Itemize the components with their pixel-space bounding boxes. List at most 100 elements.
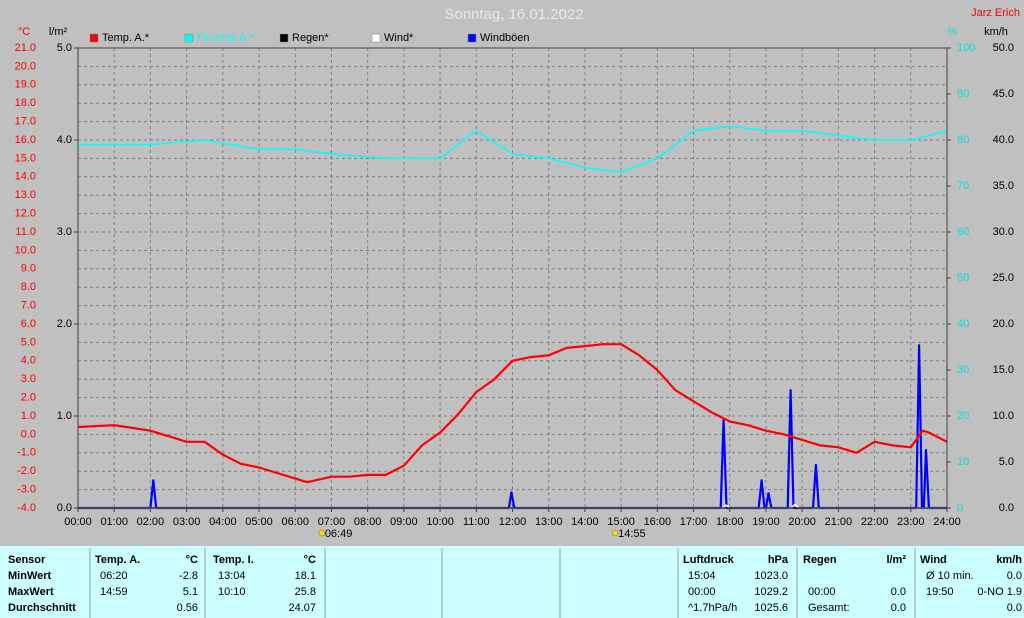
y4-tick-label: 10.0 bbox=[993, 410, 1014, 422]
y-tick-label: 20.0 bbox=[15, 60, 36, 72]
chart-title: Sonntag, 16.01.2022 bbox=[444, 6, 583, 23]
y3-tick-label: 50 bbox=[957, 272, 969, 284]
y-tick-label: 1.0 bbox=[21, 410, 36, 422]
y3-tick-label: 10 bbox=[957, 456, 969, 468]
table-header: Wind bbox=[920, 554, 947, 566]
table-cell: 0.0 bbox=[891, 602, 906, 614]
y-tick-label: 16.0 bbox=[15, 134, 36, 146]
y-tick-label: -3.0 bbox=[17, 484, 36, 496]
sun-icon bbox=[318, 529, 326, 537]
y2-tick-label: 0.0 bbox=[57, 502, 72, 514]
y4-tick-label: 50.0 bbox=[993, 42, 1014, 54]
legend-label: Regen* bbox=[292, 32, 329, 44]
table-cell: 0.0 bbox=[1007, 602, 1022, 614]
table-header: °C bbox=[304, 554, 316, 566]
legend-swatch bbox=[184, 33, 194, 43]
y2-tick-label: 2.0 bbox=[57, 318, 72, 330]
x-tick-label: 17:00 bbox=[680, 516, 708, 528]
legend-swatch bbox=[279, 33, 289, 43]
table-cell: 06:20 bbox=[100, 570, 128, 582]
plot-frame bbox=[77, 47, 948, 509]
table-header: hPa bbox=[768, 554, 789, 566]
table-cell: 15:04 bbox=[688, 570, 716, 582]
x-tick-label: 13:00 bbox=[535, 516, 563, 528]
y2-axis-label: l/m² bbox=[49, 26, 68, 38]
x-tick-label: 03:00 bbox=[173, 516, 201, 528]
table-cell: 19:50 bbox=[926, 586, 954, 598]
y-tick-label: -1.0 bbox=[17, 447, 36, 459]
y3-tick-label: 0 bbox=[957, 502, 963, 514]
y3-tick-label: 40 bbox=[957, 318, 969, 330]
table-cell: -2.8 bbox=[179, 570, 198, 582]
table-cell: 13:04 bbox=[218, 570, 246, 582]
annotation: 06:49 bbox=[325, 528, 353, 540]
y-tick-label: 7.0 bbox=[21, 300, 36, 312]
table-cell: 0-NO 1.9 bbox=[977, 586, 1022, 598]
y-tick-label: -2.0 bbox=[17, 465, 36, 477]
y-tick-label: 14.0 bbox=[15, 171, 36, 183]
table-cell: ^1.7hPa/h bbox=[688, 602, 737, 614]
y4-tick-label: 35.0 bbox=[993, 180, 1014, 192]
series-line bbox=[78, 344, 947, 510]
y4-tick-label: 40.0 bbox=[993, 134, 1014, 146]
table-cell: 18.1 bbox=[295, 570, 316, 582]
series-line bbox=[78, 125, 948, 173]
x-tick-label: 19:00 bbox=[752, 516, 780, 528]
table-cell: 0.0 bbox=[891, 586, 906, 598]
x-tick-label: 12:00 bbox=[499, 516, 527, 528]
legend-label: Feuchte A.* bbox=[197, 32, 255, 44]
table-cell: 24.07 bbox=[288, 602, 316, 614]
y4-tick-label: 25.0 bbox=[993, 272, 1014, 284]
x-tick-label: 09:00 bbox=[390, 516, 418, 528]
y-tick-label: 3.0 bbox=[21, 373, 36, 385]
y3-tick-label: 70 bbox=[957, 180, 969, 192]
table-header: °C bbox=[186, 554, 198, 566]
x-tick-label: 06:00 bbox=[281, 516, 309, 528]
x-tick-label: 24:00 bbox=[933, 516, 961, 528]
y-tick-label: 0.0 bbox=[21, 428, 36, 440]
table-cell: 1023.0 bbox=[754, 570, 788, 582]
legend-label: Wind* bbox=[384, 32, 414, 44]
x-tick-label: 15:00 bbox=[607, 516, 635, 528]
y-tick-label: 21.0 bbox=[15, 42, 36, 54]
y-tick-label: 17.0 bbox=[15, 116, 36, 128]
table-cell: 00:00 bbox=[808, 586, 836, 598]
table-header: Sensor bbox=[8, 554, 46, 566]
credit: Jarz Erich bbox=[971, 7, 1020, 19]
y3-axis-label: % bbox=[947, 26, 957, 38]
x-tick-label: 00:00 bbox=[64, 516, 92, 528]
y-tick-label: -4.0 bbox=[17, 502, 36, 514]
annotation: 14:55 bbox=[618, 528, 646, 540]
x-tick-label: 23:00 bbox=[897, 516, 925, 528]
y-tick-label: 15.0 bbox=[15, 152, 36, 164]
y3-tick-label: 60 bbox=[957, 226, 969, 238]
legend-swatch bbox=[467, 33, 477, 43]
sun-icon bbox=[611, 529, 619, 537]
y-tick-label: 8.0 bbox=[21, 281, 36, 293]
y-tick-label: 2.0 bbox=[21, 392, 36, 404]
y2-tick-label: 5.0 bbox=[57, 42, 72, 54]
table-cell: 0.0 bbox=[1007, 570, 1022, 582]
y-tick-label: 5.0 bbox=[21, 336, 36, 348]
table-background bbox=[0, 546, 1024, 618]
legend-swatch bbox=[371, 33, 381, 43]
legend-swatch bbox=[89, 33, 99, 43]
y-tick-label: 19.0 bbox=[15, 79, 36, 91]
table-cell: 5.1 bbox=[183, 586, 198, 598]
x-tick-label: 08:00 bbox=[354, 516, 382, 528]
table-cell: 25.8 bbox=[295, 586, 316, 598]
x-tick-label: 22:00 bbox=[861, 516, 889, 528]
x-tick-label: 14:00 bbox=[571, 516, 599, 528]
y3-tick-label: 30 bbox=[957, 364, 969, 376]
y-tick-label: 4.0 bbox=[21, 355, 36, 367]
x-tick-label: 07:00 bbox=[318, 516, 346, 528]
x-tick-label: 02:00 bbox=[137, 516, 165, 528]
table-cell: 10:10 bbox=[218, 586, 246, 598]
table-header: l/m² bbox=[886, 554, 906, 566]
y3-tick-label: 100 bbox=[957, 42, 975, 54]
table-cell: 00:00 bbox=[688, 586, 716, 598]
y-tick-label: 18.0 bbox=[15, 97, 36, 109]
series-line bbox=[77, 343, 948, 484]
